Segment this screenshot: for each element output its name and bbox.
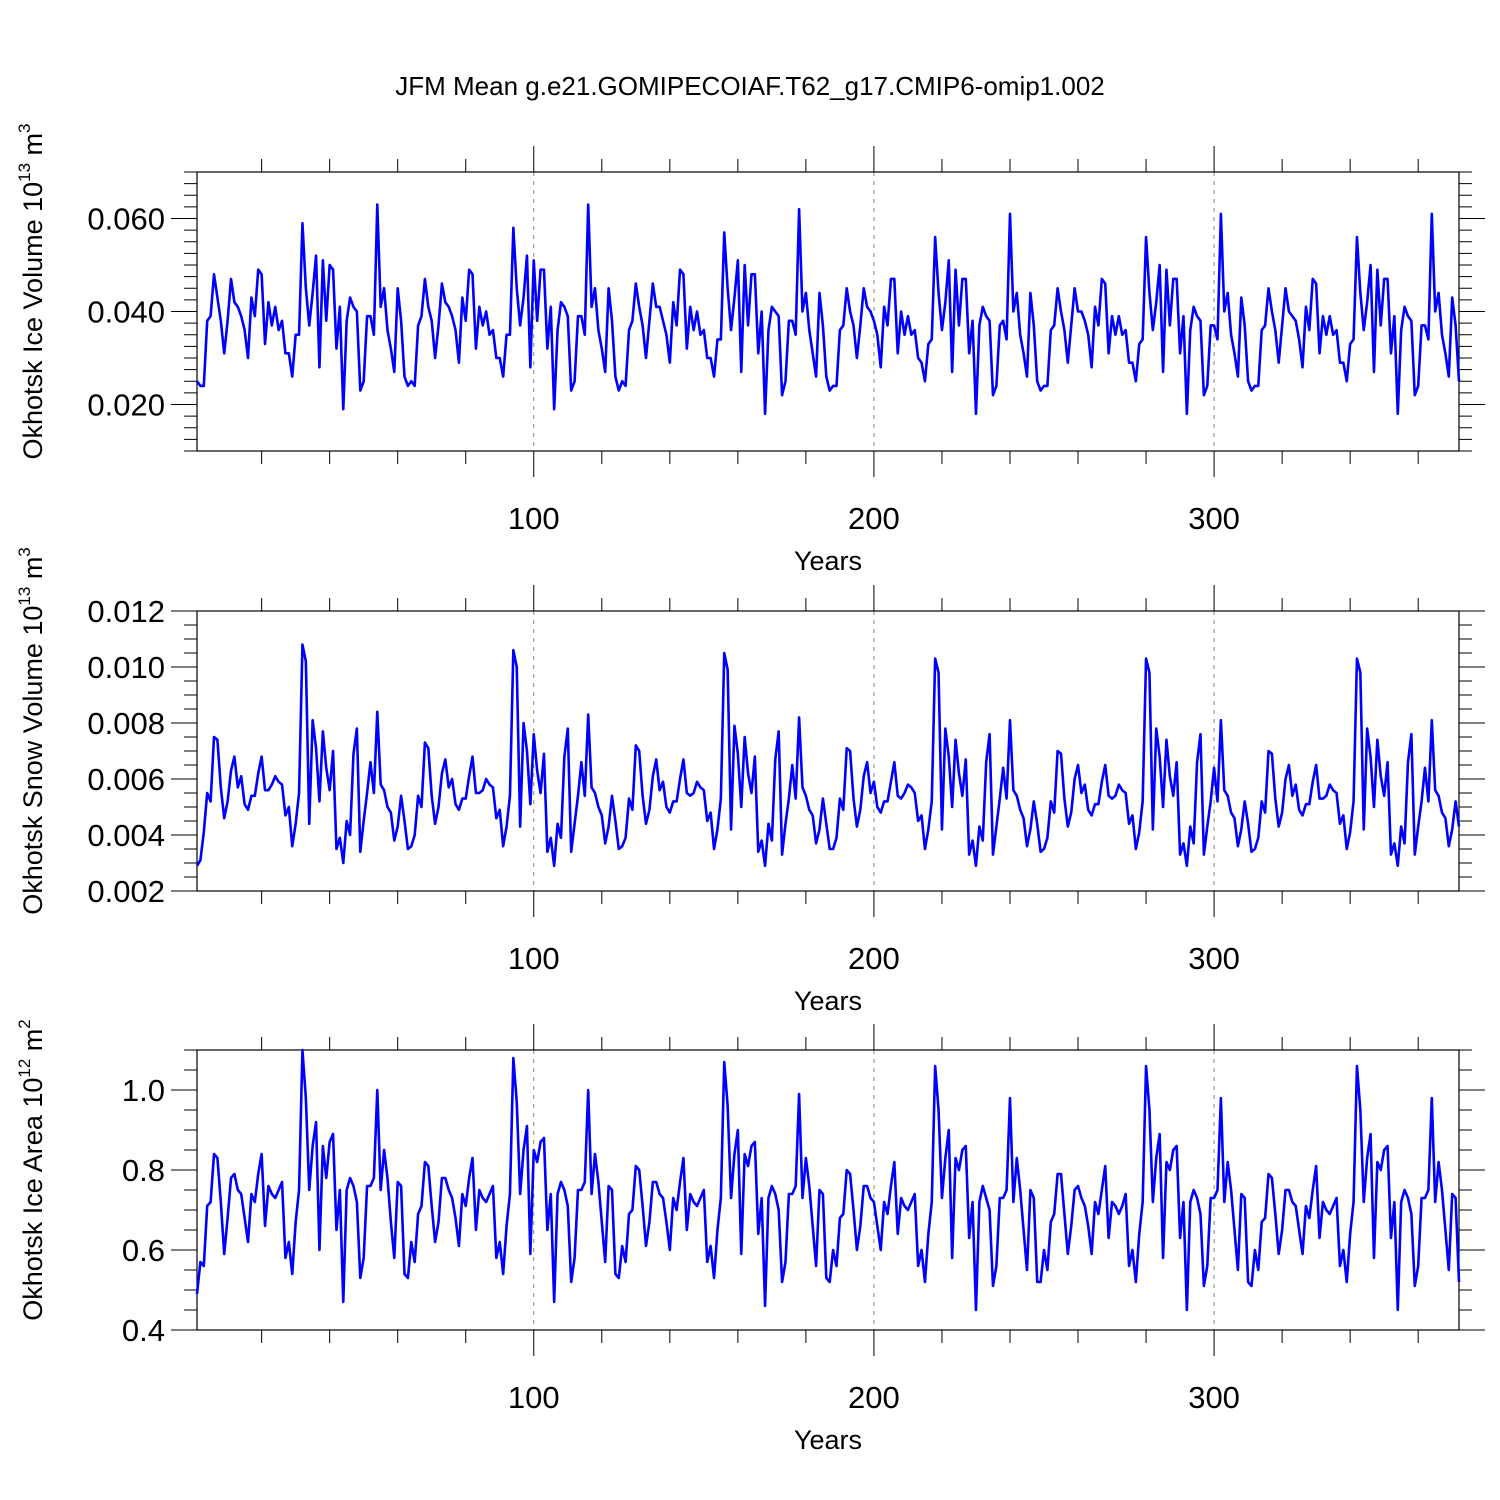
ice-area-axes: 100 200 300 0.4 0.6 0.8 1.0 [122,1024,1485,1415]
snow-volume-y-tick-label: 0.008 [87,706,165,741]
ice-volume-x-tick-label: 100 [508,501,560,536]
chart-title: JFM Mean g.e21.GOMIPECOIAF.T62_g17.CMIP6… [395,71,1105,101]
ice-area-series-line [195,1048,1461,1312]
ice-volume-y-axis-label: Okhotsk Ice Volume 1013 m3 [15,123,48,459]
ice-volume-y-tick-label: 0.060 [87,202,165,237]
ice-area-frame [196,1049,1460,1331]
ice-area-x-tick-label: 300 [1188,1380,1240,1415]
ice-volume-x-tick-label: 300 [1188,501,1240,536]
snow-volume-y-tick-label: 0.002 [87,874,165,909]
ice-volume-axes: 100 200 300 0.020 0.040 0.060 [87,146,1485,536]
ice-area-x-tick-label: 200 [848,1380,900,1415]
ice-area-y-tick-label: 1.0 [122,1073,165,1108]
ice-volume-x-axis-label: Years [794,546,862,576]
ice-area-y-axis-label: Okhotsk Ice Area 1012 m2 [15,1019,48,1321]
snow-volume-x-tick-label: 300 [1188,941,1240,976]
panel-ice-area: 100 200 300 0.4 0.6 0.8 1.0 Years Okhotsk Ice … [15,1019,1485,1455]
snow-volume-y-tick-label: 0.012 [87,594,165,629]
ice-area-x-tick-label: 100 [508,1380,560,1415]
ice-volume-y-tick-label: 0.040 [87,295,165,330]
ice-area-x-axis-label: Years [794,1425,862,1455]
ice-volume-y-tick-label: 0.020 [87,388,165,423]
panel-snow-volume: 100 200 3000.0020.0040.0060.0080.0100.012 … [15,547,1485,1016]
snow-volume-x-axis-label: Years [794,986,862,1016]
snow-volume-x-tick-label: 100 [508,941,560,976]
snow-volume-x-tick-label: 200 [848,941,900,976]
snow-volume-y-axis-label: Okhotsk Snow Volume 1013 m3 [15,547,48,915]
snow-volume-series-line [195,643,1461,868]
ice-volume-series-line [195,203,1461,416]
ice-area-y-tick-label: 0.4 [122,1313,165,1348]
snow-volume-y-tick-label: 0.010 [87,650,165,685]
ice-area-y-tick-label: 0.6 [122,1233,165,1268]
snow-volume-y-tick-label: 0.004 [87,818,165,853]
snow-volume-axes: 100 200 300 0.002 0.004 0.006 0.008 0.010 0.012 [87,585,1485,976]
ice-volume-x-tick-label: 200 [848,501,900,536]
panel-ice-volume: 100 200 300 0.020 0.040 0.060 Years Okhotsk I… [15,123,1485,576]
snow-volume-y-tick-label: 0.006 [87,762,165,797]
ice-area-y-tick-label: 0.8 [122,1153,165,1188]
